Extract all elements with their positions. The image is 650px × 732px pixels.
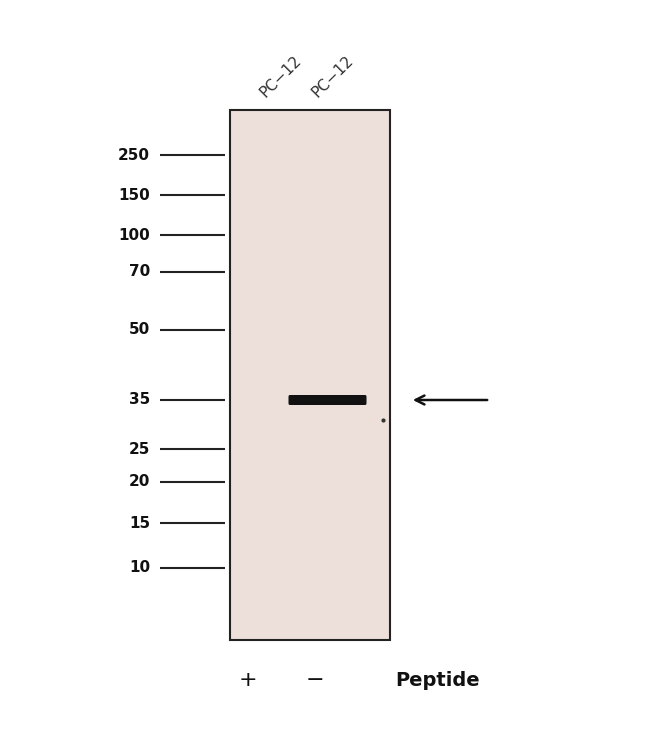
Text: −: − (306, 670, 324, 690)
Text: 35: 35 (129, 392, 150, 408)
Text: 250: 250 (118, 148, 150, 163)
Text: 70: 70 (129, 264, 150, 280)
Text: 25: 25 (129, 441, 150, 457)
Text: 100: 100 (118, 228, 150, 242)
FancyBboxPatch shape (289, 395, 367, 405)
Text: +: + (239, 670, 257, 690)
Text: PC−12: PC−12 (309, 53, 357, 100)
Text: 15: 15 (129, 515, 150, 531)
Bar (230, 110, 390, 640)
Text: 50: 50 (129, 323, 150, 337)
Text: Peptide: Peptide (395, 671, 480, 690)
Text: 10: 10 (129, 561, 150, 575)
Text: 150: 150 (118, 187, 150, 203)
Text: 20: 20 (129, 474, 150, 490)
Text: PC−12: PC−12 (257, 53, 305, 100)
